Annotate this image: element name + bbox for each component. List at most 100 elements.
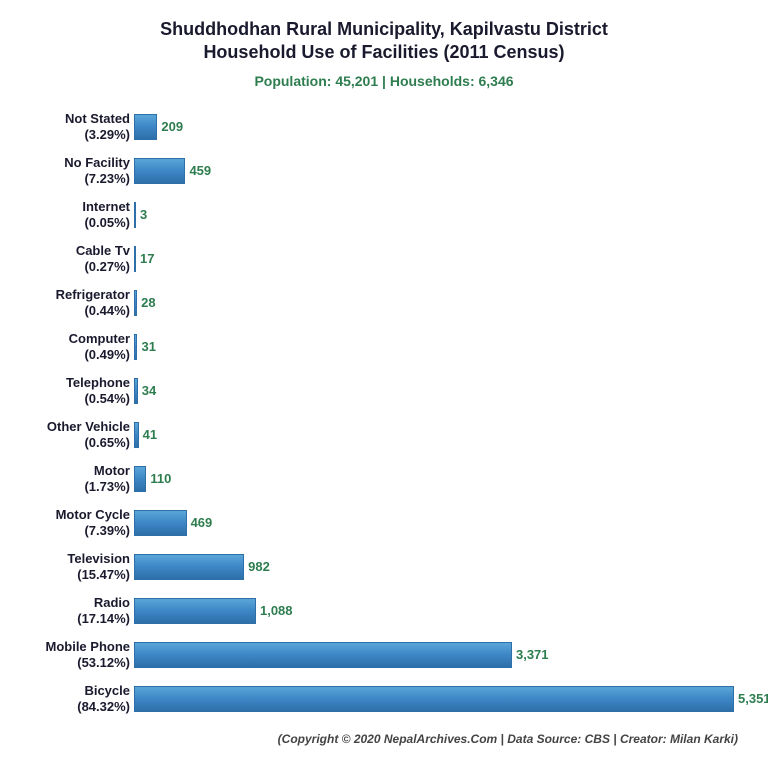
bar-track: 1,088 (134, 589, 744, 633)
bar-label-name: Computer (69, 331, 130, 346)
bar-track: 28 (134, 281, 744, 325)
bar-value: 31 (141, 339, 155, 354)
bar-label-name: Motor (94, 463, 130, 478)
bar-row: Not Stated(3.29%) 209 (24, 105, 744, 149)
bar (134, 686, 734, 712)
bars-area: Not Stated(3.29%) 209 No Facility(7.23%) 45… (24, 105, 744, 721)
bar (134, 598, 256, 624)
bar-label: Mobile Phone(53.12%) (24, 639, 134, 670)
bar-value: 110 (150, 471, 171, 486)
bar-label-name: Television (67, 551, 130, 566)
chart-title: Shuddhodhan Rural Municipality, Kapilvas… (24, 18, 744, 65)
bar-label: Radio(17.14%) (24, 595, 134, 626)
bar-label-name: Other Vehicle (47, 419, 130, 434)
bar-label-name: Internet (82, 199, 130, 214)
bar-label-name: Bicycle (84, 683, 130, 698)
bar-track: 110 (134, 457, 744, 501)
bar-label: Other Vehicle(0.65%) (24, 419, 134, 450)
bar-row: Other Vehicle(0.65%) 41 (24, 413, 744, 457)
bar (134, 246, 136, 272)
bar-label-name: Cable Tv (76, 243, 130, 258)
bar-label: Internet(0.05%) (24, 199, 134, 230)
bar-value: 459 (189, 163, 211, 178)
bar-value: 469 (191, 515, 213, 530)
bar-row: No Facility(7.23%) 459 (24, 149, 744, 193)
bar-label-name: Telephone (66, 375, 130, 390)
bar-row: Cable Tv(0.27%) 17 (24, 237, 744, 281)
bar-track: 34 (134, 369, 744, 413)
chart-container: Shuddhodhan Rural Municipality, Kapilvas… (0, 0, 768, 768)
bar-row: Motor Cycle(7.39%) 469 (24, 501, 744, 545)
title-line-2: Household Use of Facilities (2011 Census… (203, 42, 564, 62)
bar-track: 5,351 (134, 677, 768, 721)
bar-label-name: Motor Cycle (56, 507, 130, 522)
bar-label-pct: (3.29%) (24, 127, 130, 143)
title-line-1: Shuddhodhan Rural Municipality, Kapilvas… (160, 19, 608, 39)
bar-label-pct: (53.12%) (24, 655, 130, 671)
bar-label: Bicycle(84.32%) (24, 683, 134, 714)
bar-track: 3 (134, 193, 744, 237)
bar-label: Motor(1.73%) (24, 463, 134, 494)
bar (134, 642, 512, 668)
bar (134, 466, 146, 492)
chart-subtitle: Population: 45,201 | Households: 6,346 (24, 73, 744, 89)
bar-label-pct: (0.27%) (24, 259, 130, 275)
bar-label-pct: (0.44%) (24, 303, 130, 319)
bar-label: Refrigerator(0.44%) (24, 287, 134, 318)
bar-track: 982 (134, 545, 744, 589)
bar-label: Computer(0.49%) (24, 331, 134, 362)
bar-label: Television(15.47%) (24, 551, 134, 582)
bar (134, 510, 187, 536)
bar-label-name: Refrigerator (56, 287, 130, 302)
bar (134, 114, 157, 140)
bar-value: 209 (161, 119, 183, 134)
bar (134, 422, 139, 448)
bar-label-pct: (17.14%) (24, 611, 130, 627)
bar-row: Telephone(0.54%) 34 (24, 369, 744, 413)
bar-track: 41 (134, 413, 744, 457)
bar-row: Internet(0.05%) 3 (24, 193, 744, 237)
bar-label-pct: (15.47%) (24, 567, 130, 583)
bar-value: 17 (140, 251, 154, 266)
bar-label-pct: (0.54%) (24, 391, 130, 407)
bar-value: 1,088 (260, 603, 293, 618)
bar-label: Cable Tv(0.27%) (24, 243, 134, 274)
bar-row: Refrigerator(0.44%) 28 (24, 281, 744, 325)
bar-row: Television(15.47%) 982 (24, 545, 744, 589)
bar (134, 554, 244, 580)
bar (134, 202, 136, 228)
bar-label: Telephone(0.54%) (24, 375, 134, 406)
bar (134, 334, 137, 360)
bar-row: Motor(1.73%) 110 (24, 457, 744, 501)
bar-value: 41 (143, 427, 157, 442)
bar-row: Mobile Phone(53.12%) 3,371 (24, 633, 744, 677)
bar-value: 5,351 (738, 691, 768, 706)
bar-label-name: Radio (94, 595, 130, 610)
bar (134, 158, 185, 184)
bar-value: 3 (140, 207, 147, 222)
bar-label-name: No Facility (64, 155, 130, 170)
bar-track: 469 (134, 501, 744, 545)
bar-label-pct: (1.73%) (24, 479, 130, 495)
bar-track: 459 (134, 149, 744, 193)
bar-label-pct: (0.65%) (24, 435, 130, 451)
bar-label: No Facility(7.23%) (24, 155, 134, 186)
bar (134, 290, 137, 316)
bar-track: 17 (134, 237, 744, 281)
bar-row: Radio(17.14%) 1,088 (24, 589, 744, 633)
bar-label-pct: (7.23%) (24, 171, 130, 187)
bar-label-pct: (84.32%) (24, 699, 130, 715)
bar-label: Not Stated(3.29%) (24, 111, 134, 142)
bar-track: 31 (134, 325, 744, 369)
bar (134, 378, 138, 404)
bar-value: 34 (142, 383, 156, 398)
bar-label: Motor Cycle(7.39%) (24, 507, 134, 538)
bar-label-pct: (0.49%) (24, 347, 130, 363)
bar-value: 982 (248, 559, 270, 574)
bar-label-name: Mobile Phone (46, 639, 131, 654)
bar-value: 28 (141, 295, 155, 310)
bar-track: 3,371 (134, 633, 744, 677)
bar-value: 3,371 (516, 647, 549, 662)
bar-label-name: Not Stated (65, 111, 130, 126)
copyright-text: (Copyright © 2020 NepalArchives.Com | Da… (278, 732, 738, 746)
